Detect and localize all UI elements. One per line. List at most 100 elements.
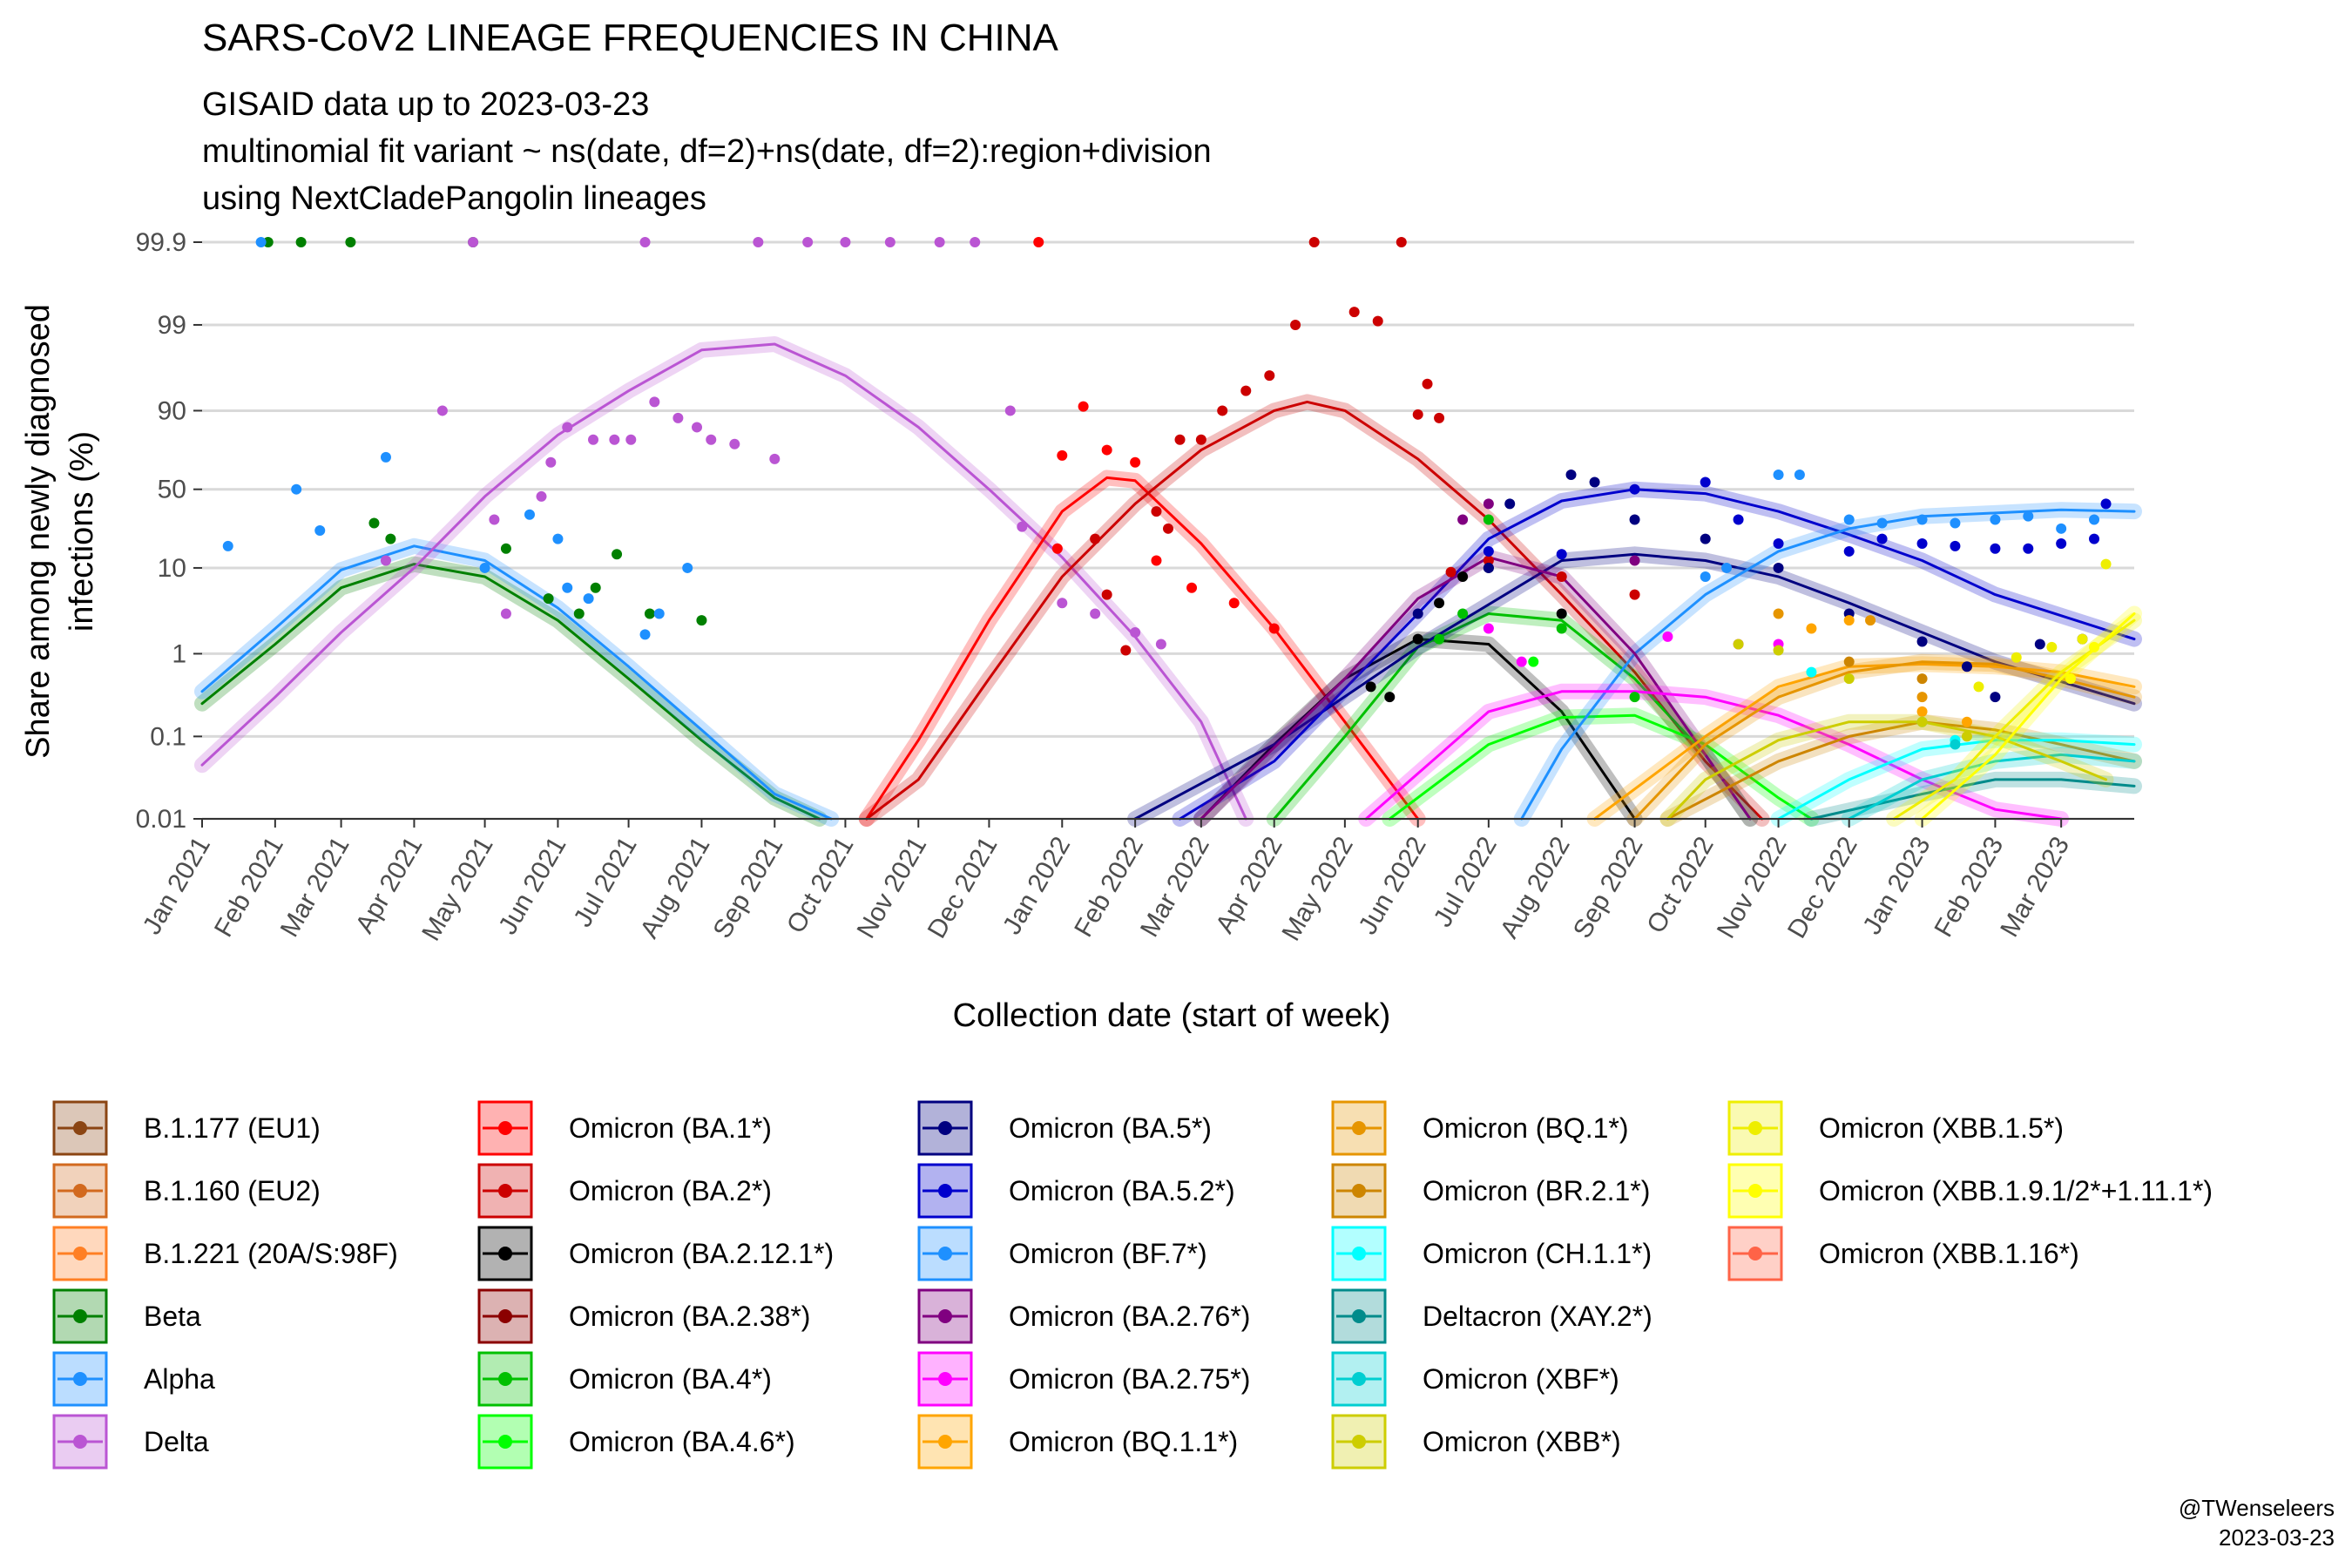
data-point — [1483, 514, 1494, 525]
data-point — [562, 582, 573, 593]
legend-label: Beta — [144, 1301, 201, 1332]
data-point — [1033, 237, 1044, 247]
data-point — [380, 555, 391, 566]
x-tick-label: May 2022 — [1276, 832, 1358, 946]
legend-item: Omicron (BQ.1*) — [1331, 1100, 1628, 1156]
data-point — [1078, 401, 1089, 412]
legend-label: Omicron (CH.1.1*) — [1423, 1238, 1652, 1269]
data-point — [692, 422, 703, 433]
data-point — [1090, 608, 1101, 619]
data-point — [649, 396, 660, 408]
data-point — [524, 509, 535, 520]
data-point — [1412, 409, 1423, 420]
data-point — [1057, 598, 1068, 609]
data-point — [1721, 562, 1733, 573]
data-point — [1051, 543, 1063, 554]
data-point — [562, 422, 573, 433]
data-point — [1483, 562, 1494, 573]
data-point — [639, 629, 651, 640]
data-point — [1483, 623, 1494, 634]
data-point — [345, 237, 356, 247]
data-point — [1773, 470, 1784, 481]
data-point — [2089, 641, 2100, 652]
data-point — [1629, 483, 1640, 495]
data-point — [1556, 623, 1567, 634]
fit-line — [1200, 556, 1752, 821]
legend-label: B.1.177 (EU1) — [144, 1112, 321, 1144]
x-tick-label: Jul 2022 — [1429, 832, 1503, 932]
legend-item: Omicron (XBF*) — [1331, 1351, 1619, 1407]
data-point — [1843, 514, 1855, 525]
legend-label: Omicron (BA.4.6*) — [569, 1426, 795, 1457]
data-point — [1422, 378, 1433, 389]
data-point — [385, 533, 396, 544]
data-point — [1365, 681, 1376, 693]
data-point — [1348, 307, 1360, 318]
data-point — [1843, 615, 1855, 626]
data-point — [1457, 608, 1469, 619]
x-tick-label: Sep 2021 — [708, 832, 789, 943]
x-tick-label: May 2021 — [416, 832, 498, 946]
data-point — [291, 483, 302, 495]
data-point — [573, 608, 585, 619]
fit-line — [1273, 612, 1752, 821]
fit-line — [200, 342, 1247, 821]
credit-date: 2023-03-23 — [2219, 1524, 2335, 1551]
legend-key-point — [498, 1247, 512, 1260]
data-point — [1950, 517, 1961, 529]
y-tick-label: 0.01 — [136, 805, 186, 834]
data-point — [1990, 514, 2001, 525]
legend-label: Omicron (BQ.1.1*) — [1009, 1426, 1238, 1457]
data-point — [1916, 692, 1928, 703]
fit-line — [865, 476, 1420, 821]
legend-key-point — [938, 1121, 952, 1135]
legend-key-point — [73, 1435, 87, 1449]
data-point — [1916, 716, 1928, 727]
legend-label: Deltacron (XAY.2*) — [1423, 1301, 1652, 1332]
fit-line — [1364, 690, 2063, 821]
data-point — [1504, 498, 1516, 510]
legend-key-point — [498, 1435, 512, 1449]
fit-line — [1633, 660, 2136, 821]
data-point — [1589, 476, 1600, 488]
legend-key-point — [73, 1372, 87, 1386]
x-tick-label: Jun 2022 — [1353, 832, 1431, 939]
data-point — [1483, 545, 1494, 557]
legend-item: Omicron (BA.2.76*) — [917, 1288, 1250, 1344]
fit-line — [1133, 552, 2136, 821]
data-point — [1483, 498, 1494, 510]
legend-item: Omicron (BA.2*) — [477, 1163, 772, 1219]
data-point — [255, 237, 267, 247]
data-point — [1528, 656, 1539, 667]
data-point — [1163, 523, 1173, 534]
legend-key-point — [1352, 1184, 1366, 1198]
data-point — [436, 405, 448, 416]
data-point — [583, 593, 594, 605]
data-point — [1101, 444, 1112, 456]
data-point — [500, 608, 511, 619]
legend-item: Omicron (XBB.1.9.1/2*+1.11.1*) — [1727, 1163, 2213, 1219]
data-point — [1916, 514, 1928, 525]
data-point — [2065, 673, 2076, 685]
data-point — [1773, 645, 1784, 656]
legend-item: Omicron (XBB*) — [1331, 1414, 1621, 1470]
data-point — [2077, 633, 2088, 645]
legend-label: Omicron (BR.2.1*) — [1423, 1175, 1650, 1206]
data-point — [1773, 562, 1784, 573]
legend-label: Omicron (BA.4*) — [569, 1363, 772, 1395]
y-tick-label: 1 — [172, 639, 186, 668]
fit-line — [1809, 778, 2136, 821]
fit-line — [1892, 618, 2136, 821]
legend-key-point — [73, 1247, 87, 1260]
y-tick-label: 0.1 — [150, 722, 186, 751]
legend-item: Omicron (XBB.1.16*) — [1727, 1226, 2079, 1281]
legend-item: Alpha — [52, 1351, 215, 1407]
legend-key-point — [498, 1184, 512, 1198]
legend-label: Omicron (XBB.1.16*) — [1819, 1238, 2079, 1269]
x-tick-label: Jul 2021 — [568, 832, 642, 932]
data-point — [840, 237, 851, 247]
legend-label: Omicron (XBB*) — [1423, 1426, 1621, 1457]
x-tick-label: Dec 2022 — [1782, 832, 1863, 943]
data-point — [1120, 645, 1132, 656]
legend-item: B.1.221 (20A/S:98F) — [52, 1226, 398, 1281]
